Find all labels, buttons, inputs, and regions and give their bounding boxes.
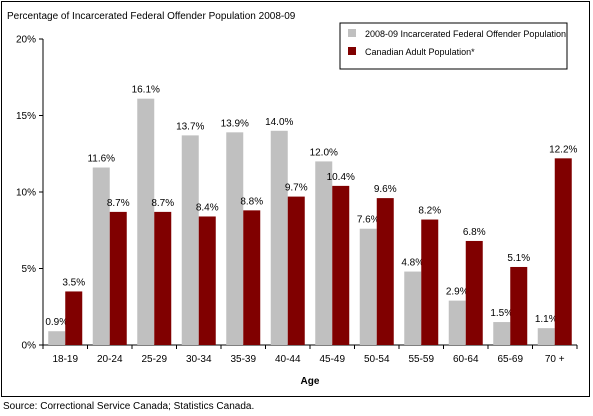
data-label: 8.8% (240, 196, 263, 207)
legend-label: 2008-09 Incarcerated Federal Offender Po… (365, 29, 566, 39)
data-label: 9.7% (285, 183, 308, 194)
data-label: 12.0% (310, 147, 338, 158)
bar-adult (154, 211, 172, 345)
data-label: 5.1% (507, 253, 530, 264)
data-label: 16.1% (132, 85, 160, 96)
bar-offender (181, 135, 199, 345)
x-tick-label: 35-39 (230, 354, 256, 365)
bar-adult (109, 211, 127, 345)
bar-offender (448, 300, 466, 345)
x-tick-label: 70 + (545, 354, 565, 365)
bar-offender (359, 228, 377, 345)
bar-offender (226, 132, 244, 345)
y-tick-label: 20% (16, 35, 36, 46)
data-label: 10.4% (327, 172, 355, 183)
y-tick-label: 5% (22, 264, 37, 275)
data-label: 1.1% (535, 314, 558, 325)
x-tick-label: 20-24 (97, 354, 123, 365)
bar-offender (270, 130, 288, 345)
data-label: 0.9% (45, 317, 68, 328)
x-tick-label: 30-34 (186, 354, 212, 365)
bar-offender (315, 161, 333, 345)
data-label: 14.0% (265, 117, 293, 128)
data-label: 8.4% (196, 202, 219, 213)
bar-adult (554, 158, 572, 345)
data-label: 13.7% (176, 121, 204, 132)
data-label: 7.6% (357, 215, 380, 226)
bar-offender (92, 167, 110, 345)
chart-title: Percentage of Incarcerated Federal Offen… (7, 11, 296, 22)
data-label: 4.8% (401, 258, 424, 269)
source-note: Source: Correctional Service Canada; Sta… (3, 401, 255, 412)
bar-adult (376, 198, 394, 345)
data-label: 9.6% (374, 184, 397, 195)
legend-swatch (348, 47, 356, 55)
y-tick-label: 15% (16, 111, 36, 122)
x-tick-label: 18-19 (52, 354, 78, 365)
x-tick-label: 45-49 (319, 354, 345, 365)
legend-label: Canadian Adult Population* (365, 47, 475, 57)
bar-offender (493, 322, 511, 345)
bar-adult (421, 219, 439, 345)
x-tick-label: 65-69 (497, 354, 523, 365)
legend-swatch (348, 29, 356, 37)
bar-adult (332, 185, 350, 345)
x-tick-label: 40-44 (275, 354, 301, 365)
bar-adult (465, 240, 483, 345)
data-label: 8.2% (418, 206, 441, 217)
data-label: 13.9% (221, 118, 249, 129)
bar-adult (287, 196, 305, 345)
y-tick-label: 10% (16, 188, 36, 199)
data-label: 1.5% (490, 308, 513, 319)
data-label: 12.2% (549, 144, 577, 155)
bar-adult (65, 291, 83, 345)
bar-adult (198, 216, 216, 345)
x-tick-label: 60-64 (453, 354, 479, 365)
data-label: 8.7% (107, 198, 130, 209)
legend-box (339, 22, 568, 70)
chart-frame: Percentage of Incarcerated Federal Offen… (1, 1, 590, 397)
data-label: 8.7% (151, 198, 174, 209)
bar-offender (537, 328, 555, 345)
x-tick-label: 55-59 (408, 354, 434, 365)
bar-adult (510, 266, 528, 345)
data-label: 3.5% (62, 277, 85, 288)
y-tick-label: 0% (22, 341, 37, 352)
bar-offender (404, 271, 422, 345)
data-label: 11.6% (87, 154, 115, 165)
x-tick-label: 50-54 (364, 354, 390, 365)
bar-offender (48, 331, 66, 345)
bar-chart: Percentage of Incarcerated Federal Offen… (7, 11, 578, 387)
bar-adult (243, 210, 261, 345)
data-label: 6.8% (463, 227, 486, 238)
x-tick-label: 25-29 (141, 354, 167, 365)
data-label: 2.9% (446, 287, 469, 298)
bar-offender (137, 98, 155, 345)
x-axis-label: Age (301, 376, 320, 387)
